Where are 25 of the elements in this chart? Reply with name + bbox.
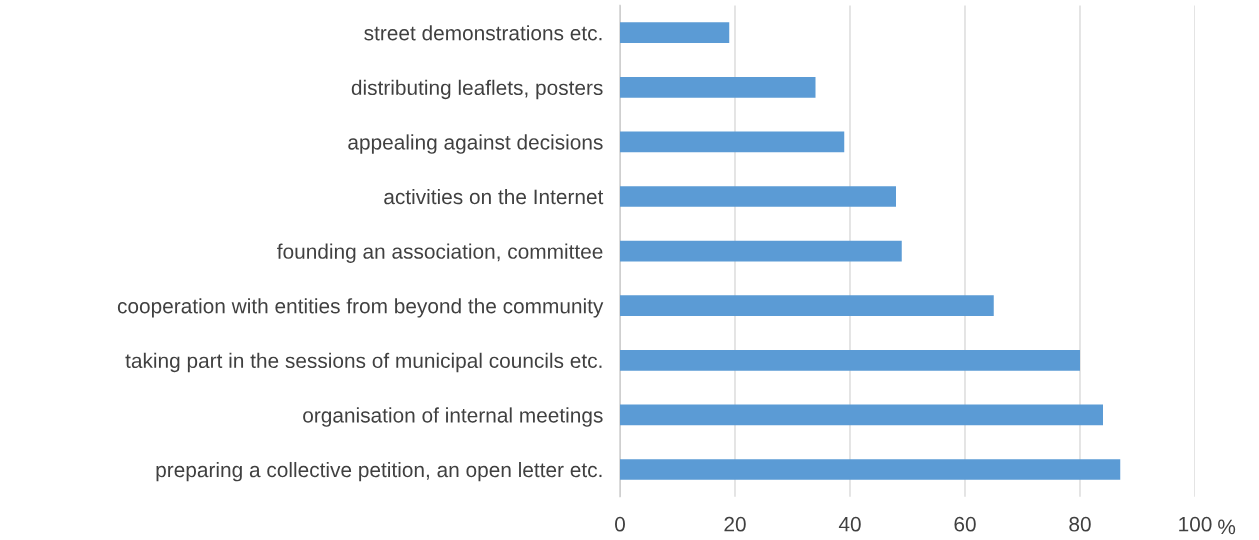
x-axis-title: % <box>1218 519 1236 535</box>
y-tick-label: appealing against decisions <box>348 134 603 154</box>
bar <box>620 22 730 44</box>
y-tick-label: cooperation with entities from beyond the community <box>117 298 604 318</box>
y-tick-label: organisation of internal meetings <box>303 407 603 427</box>
y-tick-label: distributing leaflets, posters <box>351 79 603 100</box>
bar <box>620 186 896 207</box>
bar <box>620 459 1121 480</box>
bar <box>620 404 1103 426</box>
bar <box>620 131 845 153</box>
bar <box>620 76 816 98</box>
x-tick-label: 0 <box>615 516 625 532</box>
bar <box>620 295 994 317</box>
y-tick-label: preparing a collective petition, an open letter etc. <box>156 461 602 482</box>
x-tick-label: 100 <box>1179 516 1212 532</box>
y-tick-label: activities on the Internet <box>384 188 604 205</box>
x-tick-label: 40 <box>838 516 861 532</box>
y-tick-label: taking part in the sessions of municipal councils etc. <box>125 352 602 373</box>
bar <box>620 349 1080 371</box>
y-tick-label: founding an association, committee <box>277 243 603 263</box>
y-tick-label: street demonstrations etc. <box>364 25 602 41</box>
bar <box>620 240 902 262</box>
x-tick-label: 80 <box>1069 516 1091 532</box>
x-tick-label: 60 <box>954 516 976 532</box>
x-tick-label: 20 <box>724 516 746 532</box>
